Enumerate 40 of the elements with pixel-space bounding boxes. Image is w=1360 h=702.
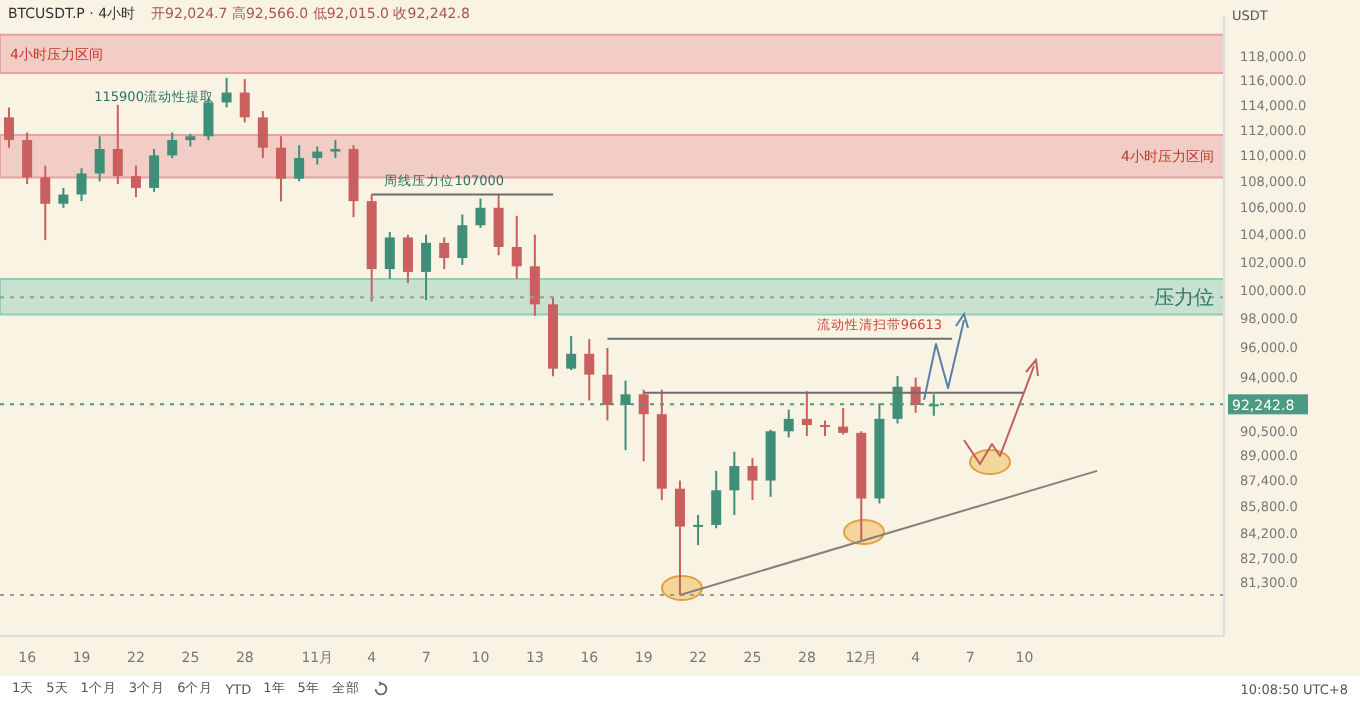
candlestick [729,450,740,516]
candlestick [566,335,577,372]
candlestick [620,379,631,452]
candlestick [511,214,522,280]
candlestick [402,233,413,285]
candlestick [820,419,830,437]
candlestick [638,388,649,463]
candlestick [457,213,468,266]
candlestick [747,457,758,502]
candlestick [529,233,540,317]
candlestick [167,131,178,159]
candlestick [384,230,395,280]
candlestick [838,407,849,436]
candlestick [22,131,33,185]
candlestick [94,135,105,183]
candlestick [58,186,69,209]
candlestick [693,513,704,547]
candlestick [711,469,722,530]
candlestick [221,76,232,109]
candlestick [40,164,51,242]
band-label: 压力位 [1154,285,1214,310]
candlestick [674,479,685,597]
candlestick [149,148,160,193]
candlestick [76,167,87,203]
candlestick [294,144,305,183]
candlestick [130,164,141,199]
candlestick [801,390,812,437]
candlestick [475,197,486,229]
candlestick [602,346,613,422]
candlestick [276,135,286,203]
candlestick [257,110,268,159]
candlestick [783,408,794,439]
candlestick [493,193,504,257]
candlestick [892,375,903,425]
candlestick [584,338,595,402]
candlestick [239,78,250,124]
candlestick [421,233,432,302]
candlestick [439,236,450,271]
candlestick [4,106,14,149]
candlestick [112,103,123,185]
